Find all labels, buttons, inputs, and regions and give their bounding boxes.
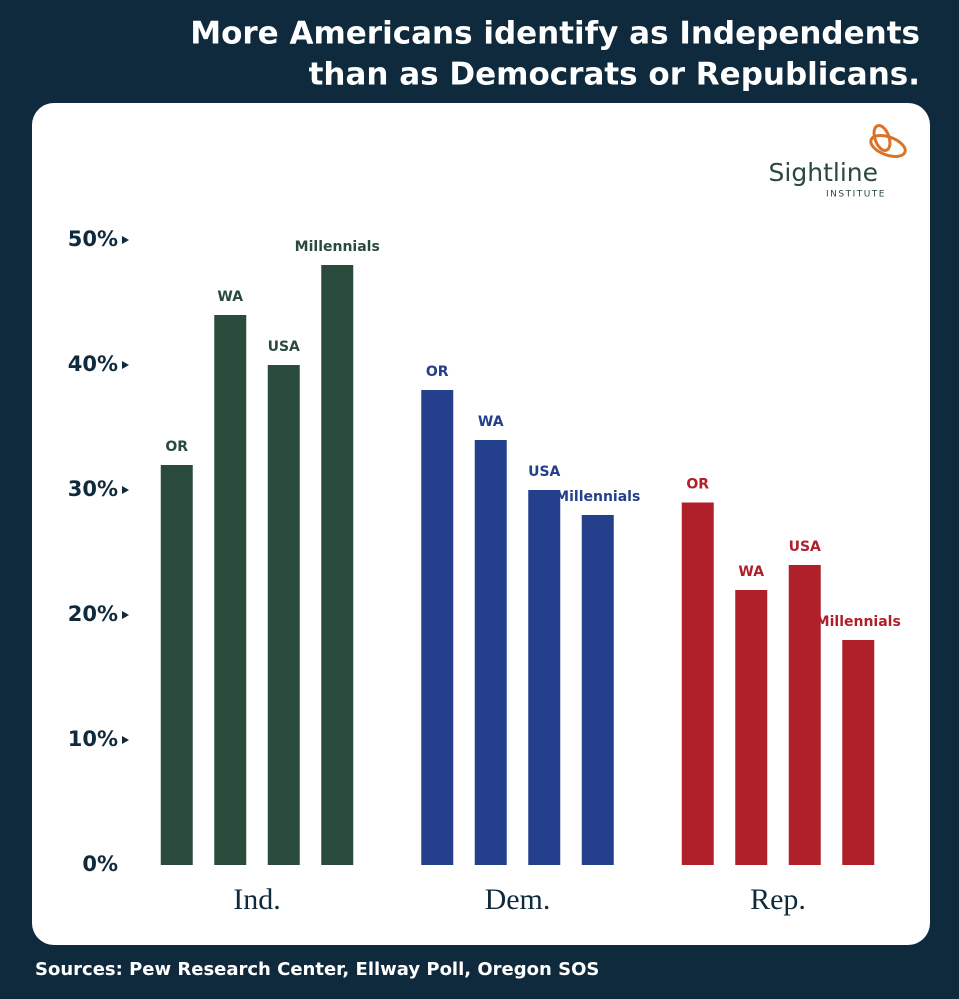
bar-label: Millennials [816,614,901,630]
y-tick-label: 10% [68,727,118,751]
tick-mark [122,486,129,494]
bar-label: Millennials [555,489,640,505]
y-tick-label: 40% [68,352,118,376]
bar [214,315,247,865]
tick-mark [122,236,129,244]
bar [267,365,300,865]
bar [474,440,507,865]
tick-mark [122,736,129,744]
bar [421,390,454,865]
bar [735,590,768,865]
bar-label: WA [217,289,243,305]
bar [581,515,614,865]
chart-title: than as Democrats or Republicans. [309,57,920,93]
bar-label: Millennials [295,239,380,255]
logo-subtitle: INSTITUTE [826,190,886,200]
y-tick-label: 20% [68,602,118,626]
tick-mark [122,361,129,369]
chart-title: More Americans identify as Independents [190,16,920,52]
bar-label: WA [738,564,764,580]
bar [842,640,875,865]
bar [788,565,821,865]
logo-name: Sightline [769,158,878,187]
bar [528,490,561,865]
y-tick-label: 30% [68,477,118,501]
tick-mark [122,611,129,619]
x-tick-label: Rep. [750,883,806,916]
bar-label: OR [426,364,449,380]
source: Sources: Pew Research Center, Ellway Pol… [35,959,599,980]
bar-label: WA [478,414,504,430]
x-tick-label: Ind. [233,883,281,916]
logo-icon [869,124,907,158]
bar-label: USA [528,464,560,480]
bar-label: OR [165,439,188,455]
y-tick-label: 0% [82,852,118,876]
y-tick-label: 50% [68,227,118,251]
bar [321,265,354,865]
bar [681,502,714,865]
x-tick-label: Dem. [485,883,551,916]
bar-label: USA [789,539,821,555]
bar [160,465,193,865]
bar-label: USA [268,339,300,355]
bar-label: OR [686,477,709,493]
